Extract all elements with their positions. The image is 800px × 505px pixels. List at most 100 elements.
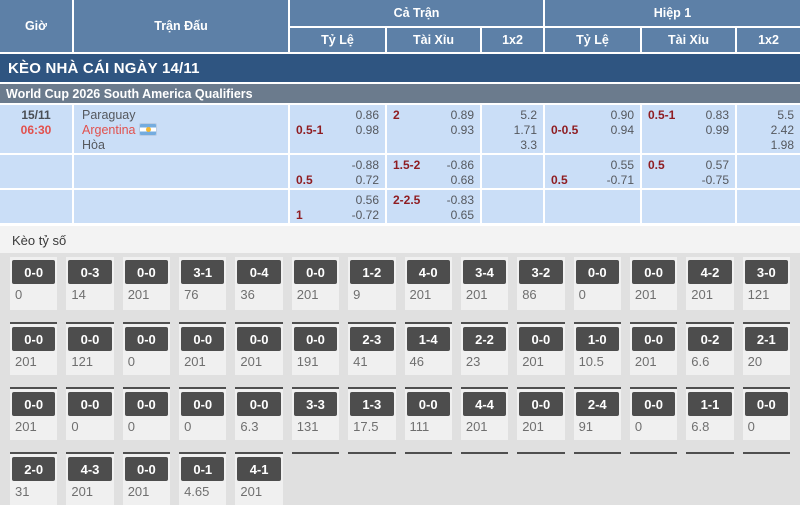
- score-odds-cell[interactable]: 2-0 31: [10, 452, 58, 505]
- home-team-name: Paraguay: [82, 108, 136, 122]
- score-odds-cell[interactable]: 0-0 201: [122, 257, 171, 310]
- score-odds-cell[interactable]: 0-0 0: [10, 257, 58, 310]
- odds-value: 0.56: [355, 193, 379, 207]
- score-odds-cell[interactable]: 0-0 0: [66, 387, 114, 440]
- score-box: 0-0: [68, 392, 112, 416]
- score-box: 0-0: [12, 392, 56, 416]
- score-box: 2-0: [12, 457, 56, 481]
- score-odds-value: 10.5: [578, 354, 604, 369]
- score-odds-value: 201: [127, 287, 150, 302]
- score-odds-cell[interactable]: 0-0 111: [404, 387, 452, 440]
- score-odds-value: 4.65: [184, 484, 210, 499]
- odds-cell-ft-handicap[interactable]: -0.88 0.5 0.72: [290, 155, 385, 188]
- score-box: 1-4: [406, 327, 450, 351]
- score-odds-cell[interactable]: 0-0 191: [291, 322, 340, 375]
- score-odds-cell[interactable]: 2-4 91: [573, 387, 621, 440]
- score-box: 0-0: [631, 327, 676, 351]
- score-odds-cell[interactable]: 0-0 0: [179, 387, 227, 440]
- score-odds-cell[interactable]: 0-0 201: [10, 322, 58, 375]
- score-odds-cell[interactable]: 0-3 14: [66, 257, 114, 310]
- score-box: 2-3: [350, 327, 394, 351]
- score-box: 0-0: [293, 327, 338, 351]
- odds-cell-h1-handicap[interactable]: 0.90 0-0.5 0.94: [545, 105, 640, 153]
- score-odds-value: 6.6: [691, 354, 710, 369]
- score-odds-cell[interactable]: 3-3 131: [291, 387, 340, 440]
- score-odds-cell[interactable]: 0-0 201: [629, 257, 678, 310]
- col-header-h1-handicap: Tỷ Lệ: [545, 28, 640, 52]
- score-box: 4-0: [406, 260, 450, 284]
- score-odds-cell[interactable]: 0-0 201: [629, 322, 678, 375]
- odds-cell-h1-handicap[interactable]: 0.55 0.5 -0.71: [545, 155, 640, 188]
- score-odds-cell[interactable]: 2-1 20: [742, 322, 790, 375]
- odds-cell-ft-handicap[interactable]: 0.56 1 -0.72: [290, 190, 385, 223]
- odds-cell-h1-1x2[interactable]: 5.5 2.42 1.98: [737, 105, 800, 153]
- score-odds-cell[interactable]: 1-0 10.5: [573, 322, 621, 375]
- score-odds-cell[interactable]: 0-1 4.65: [179, 452, 227, 505]
- odds-value: 0.55: [610, 158, 634, 172]
- odds-cell-ft-1x2[interactable]: 5.2 1.71 3.3: [482, 105, 543, 153]
- score-odds-value: 0: [127, 354, 135, 369]
- col-header-match: Trận Đấu: [74, 0, 288, 52]
- score-odds-cell[interactable]: 4-3 201: [66, 452, 114, 505]
- match-rows: 15/11 06:30 Paraguay Argentina Hòa 0.86 0.5-1 0…: [0, 105, 800, 223]
- score-odds-value: 20: [747, 354, 763, 369]
- odds-value: 0.65: [450, 208, 474, 222]
- odds-value: -0.71: [606, 173, 634, 187]
- handicap-label: 1: [296, 208, 303, 222]
- odds-cell-ft-overunder[interactable]: 2 0.89 0.93: [387, 105, 480, 153]
- score-odds-value: 121: [71, 354, 94, 369]
- odds-value: 0.98: [355, 123, 379, 137]
- score-odds-cell[interactable]: 0-0 0: [573, 257, 621, 310]
- odds-cell-h1-overunder: [642, 190, 735, 223]
- score-odds-cell[interactable]: 3-0 121: [742, 257, 790, 310]
- odds-cell-h1-overunder[interactable]: 0.5-1 0.83 0.99: [642, 105, 735, 153]
- score-odds-cell[interactable]: 0-0 201: [235, 322, 283, 375]
- score-odds-cell[interactable]: 4-4 201: [460, 387, 509, 440]
- score-box: 0-0: [68, 327, 112, 351]
- score-odds-cell[interactable]: 1-1 6.8: [686, 387, 734, 440]
- 1x2-odds-value: 1.71: [513, 123, 537, 137]
- score-odds-cell[interactable]: 0-0 0: [122, 387, 171, 440]
- score-odds-cell[interactable]: 0-0 0: [742, 387, 790, 440]
- score-odds-cell[interactable]: 0-0 201: [517, 322, 565, 375]
- score-odds-cell[interactable]: 3-1 76: [179, 257, 227, 310]
- score-odds-value: 0: [184, 419, 192, 434]
- score-odds-cell[interactable]: 4-1 201: [235, 452, 283, 505]
- score-odds-cell[interactable]: 0-2 6.6: [686, 322, 734, 375]
- score-odds-cell[interactable]: 3-4 201: [460, 257, 509, 310]
- score-odds-cell[interactable]: 2-3 41: [348, 322, 396, 375]
- score-odds-cell[interactable]: 0-4 36: [235, 257, 283, 310]
- odds-value: 0.72: [355, 173, 379, 187]
- score-odds-cell[interactable]: 0-0 201: [10, 387, 58, 440]
- score-odds-cell[interactable]: 4-2 201: [686, 257, 734, 310]
- score-odds-cell[interactable]: 0-0 0: [122, 322, 171, 375]
- score-odds-cell[interactable]: 0-0 201: [517, 387, 565, 440]
- score-odds-value: 9: [353, 287, 361, 302]
- league-bar[interactable]: World Cup 2026 South America Qualifiers: [0, 84, 800, 103]
- score-odds-cell[interactable]: 1-4 46: [404, 322, 452, 375]
- match-time-cell: 15/11 06:30: [0, 105, 72, 153]
- score-box: 4-2: [688, 260, 732, 284]
- score-box: 4-4: [462, 392, 507, 416]
- score-odds-cell[interactable]: 0-0 0: [629, 387, 678, 440]
- score-odds-cell[interactable]: 0-0 201: [179, 322, 227, 375]
- score-odds-cell[interactable]: 1-2 9: [348, 257, 396, 310]
- score-odds-value: 111: [409, 419, 430, 434]
- odds-cell-ft-overunder[interactable]: 2-2.5 -0.83 0.65: [387, 190, 480, 223]
- odds-cell-ft-handicap[interactable]: 0.86 0.5-1 0.98: [290, 105, 385, 153]
- odds-cell-ft-overunder[interactable]: 1.5-2 -0.86 0.68: [387, 155, 480, 188]
- odds-cell-h1-overunder[interactable]: 0.5 0.57 -0.75: [642, 155, 735, 188]
- score-box: 0-0: [181, 392, 225, 416]
- score-odds-cell[interactable]: 2-2 23: [460, 322, 509, 375]
- odds-row: -0.88 0.5 0.72 1.5-2 -0.86 0.68 0.55 0.5 -0.71 0.…: [0, 155, 800, 188]
- score-odds-cell[interactable]: 0-0 201: [122, 452, 171, 505]
- score-odds-cell[interactable]: 0-0 121: [66, 322, 114, 375]
- score-odds-cell[interactable]: 3-2 86: [517, 257, 565, 310]
- 1x2-odds-value: 3.3: [520, 138, 537, 152]
- score-odds-cell[interactable]: 1-3 17.5: [348, 387, 396, 440]
- score-odds-cell[interactable]: 0-0 6.3: [235, 387, 283, 440]
- score-odds-cell[interactable]: 4-0 201: [404, 257, 452, 310]
- draw-label: Hòa: [82, 138, 105, 152]
- score-odds-cell[interactable]: 0-0 201: [291, 257, 340, 310]
- col-header-first-half: Hiệp 1: [545, 0, 800, 26]
